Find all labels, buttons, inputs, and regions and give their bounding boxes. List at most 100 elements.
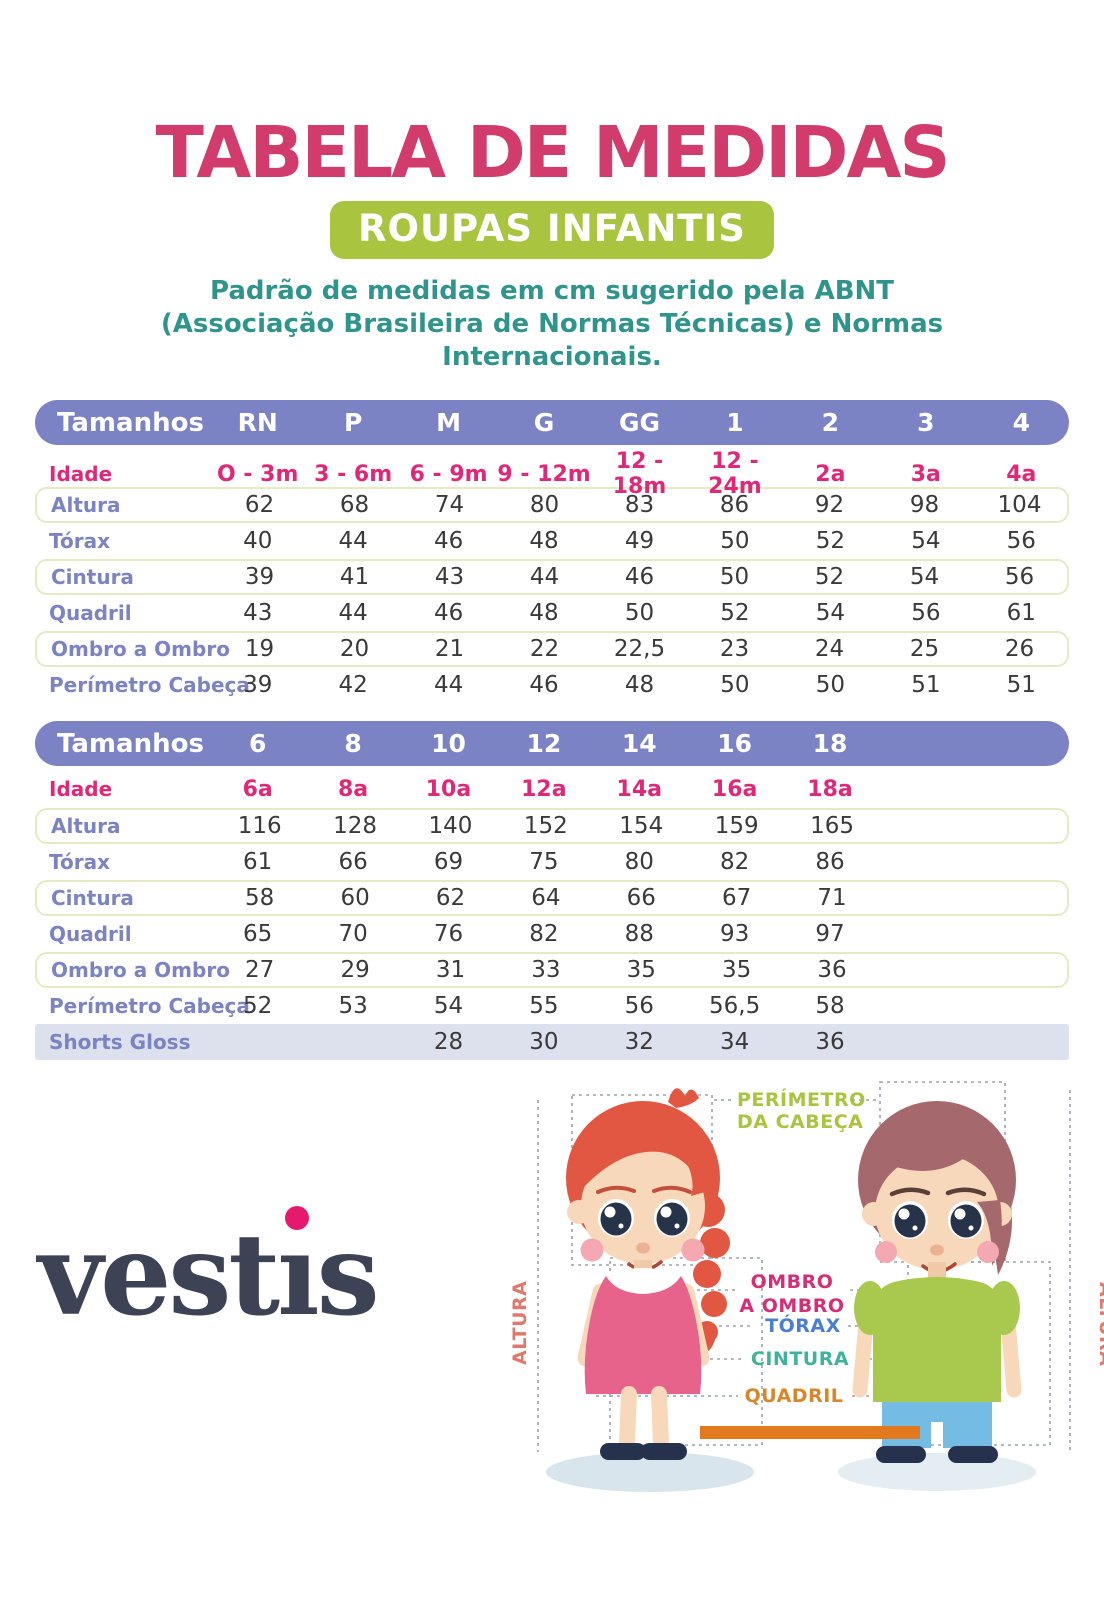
column-header: M [436, 408, 462, 438]
cell-value: 98 [909, 492, 940, 519]
cell-value: 44 [529, 564, 560, 591]
cell-value: 12 - 18m [612, 449, 667, 500]
cell-value: 30 [529, 1029, 559, 1056]
cell-value: 53 [338, 993, 368, 1020]
table-header-row: Tamanhos RN P M G GG 1 2 3 4 [35, 400, 1069, 446]
label-chest: TÓRAX [765, 1313, 841, 1337]
label-height-right: ALTURA [1095, 1282, 1104, 1366]
cell-value: 152 [523, 813, 568, 840]
cell-value: 8a [338, 776, 369, 802]
cell-value: 61 [1006, 600, 1036, 627]
row-label: Quadril [49, 601, 132, 626]
cell-value: 22,5 [613, 636, 666, 663]
cell-value: 66 [626, 885, 656, 912]
column-header: 3 [917, 408, 935, 438]
column-header: 2 [821, 408, 840, 438]
boy-figure [838, 1101, 1036, 1492]
cell-value: 61 [243, 849, 273, 876]
table-row: Idade 6a 8a 10a 12a 14a 16a 18a [35, 770, 1069, 808]
cell-value: 82 [720, 849, 750, 876]
cell-value: 6a [242, 776, 273, 802]
row-label: Perímetro Cabeça [49, 994, 250, 1019]
cell-value: 19 [244, 636, 275, 663]
cell-value: 43 [243, 600, 273, 627]
cell-value: 68 [339, 492, 370, 519]
cell-value: 36 [815, 1029, 845, 1056]
cell-value: 140 [428, 813, 473, 840]
boy-shirt [873, 1277, 1001, 1403]
table-row: Altura 116 128 140 152 154 159 165 [35, 808, 1069, 845]
cell-value: 21 [434, 636, 465, 663]
measurement-labels: PERÍMETRO DA CABEÇA ALTURA ALTURA OMBRO … [509, 1088, 1104, 1407]
svg-text:A OMBRO: A OMBRO [739, 1295, 844, 1317]
row-label: Tórax [49, 529, 110, 554]
cell-value: 34 [720, 1029, 750, 1056]
cell-value: 12 - 24m [708, 449, 762, 500]
table-row: Ombro a Ombro 19 20 21 22 22,5 23 24 25 26 [35, 631, 1069, 668]
cell-value: 20 [339, 636, 370, 663]
cell-value: 35 [626, 957, 656, 984]
column-header: GG [618, 408, 661, 438]
cell-value: 44 [338, 600, 368, 627]
cell-value: 46 [433, 600, 464, 627]
column-header: 8 [344, 729, 362, 759]
cell-value: 70 [338, 921, 368, 948]
cell-value: 88 [624, 921, 654, 948]
cell-value: 52 [814, 564, 845, 591]
cell-value: 60 [340, 885, 370, 912]
row-label: Idade [49, 777, 113, 802]
cell-value: 76 [433, 921, 464, 948]
cell-value: 6 - 9m [409, 461, 488, 487]
cell-value: 58 [815, 993, 845, 1020]
cell-value: 3 - 6m [314, 461, 393, 487]
reference-bar [700, 1426, 920, 1440]
cell-value: 64 [531, 885, 561, 912]
table-header-label: Tamanhos [57, 728, 204, 759]
cell-value: 56,5 [709, 993, 761, 1020]
column-header: G [533, 408, 555, 438]
table-row: Shorts Gloss 28 30 32 34 36 [35, 1024, 1069, 1061]
table-row: Idade O - 3m 3 - 6m 6 - 9m 9 - 12m 12 - 18m 12… [35, 449, 1069, 499]
cell-value: 12a [521, 776, 567, 802]
cell-value: 46 [433, 528, 464, 555]
cell-value: 27 [245, 957, 275, 984]
cell-value: 74 [434, 492, 465, 519]
size-table-kids: Tamanhos 6 8 10 12 14 16 18 Idade 6a 8a 10a 12a 14a 16… [35, 721, 1069, 1061]
cell-value: 51 [1006, 672, 1036, 699]
cell-value: 39 [243, 672, 273, 699]
label-height-left: ALTURA [509, 1281, 531, 1365]
cell-value: 104 [997, 492, 1042, 519]
cell-value: O - 3m [217, 461, 299, 487]
row-label: Cintura [51, 886, 134, 911]
cell-value: 52 [815, 528, 846, 555]
column-header: 14 [621, 729, 657, 759]
cell-value: 40 [243, 528, 273, 555]
cell-value: 50 [720, 528, 750, 555]
column-header: 18 [812, 729, 848, 759]
cell-value: 23 [719, 636, 750, 663]
table-row: Quadril 43 44 46 48 50 52 54 56 61 [35, 595, 1069, 631]
boy-torso-box [907, 1261, 1051, 1447]
svg-text:DA CABEÇA: DA CABEÇA [737, 1111, 863, 1133]
subtitle-badge-wrap: ROUPAS INFANTIS [0, 200, 1104, 259]
cell-value: 4a [1006, 461, 1037, 487]
cell-value: 25 [909, 636, 940, 663]
cell-value: 56 [1006, 528, 1036, 555]
table-header-label: Tamanhos [57, 407, 204, 438]
boy-pants [882, 1402, 992, 1449]
label-hip: QUADRIL [745, 1385, 844, 1407]
cell-value: 165 [810, 813, 854, 840]
cell-value: 44 [338, 528, 368, 555]
cell-value: 62 [435, 885, 466, 912]
cell-value: 50 [720, 672, 750, 699]
cell-value: 48 [624, 672, 655, 699]
cell-value: 83 [624, 492, 655, 519]
cell-value: 46 [529, 672, 559, 699]
row-label: Altura [51, 493, 121, 518]
cell-value: 3a [910, 461, 941, 487]
cell-value: 50 [624, 600, 655, 627]
cell-value: 92 [814, 492, 845, 519]
cell-value: 35 [722, 957, 752, 984]
row-label: Altura [51, 814, 121, 839]
